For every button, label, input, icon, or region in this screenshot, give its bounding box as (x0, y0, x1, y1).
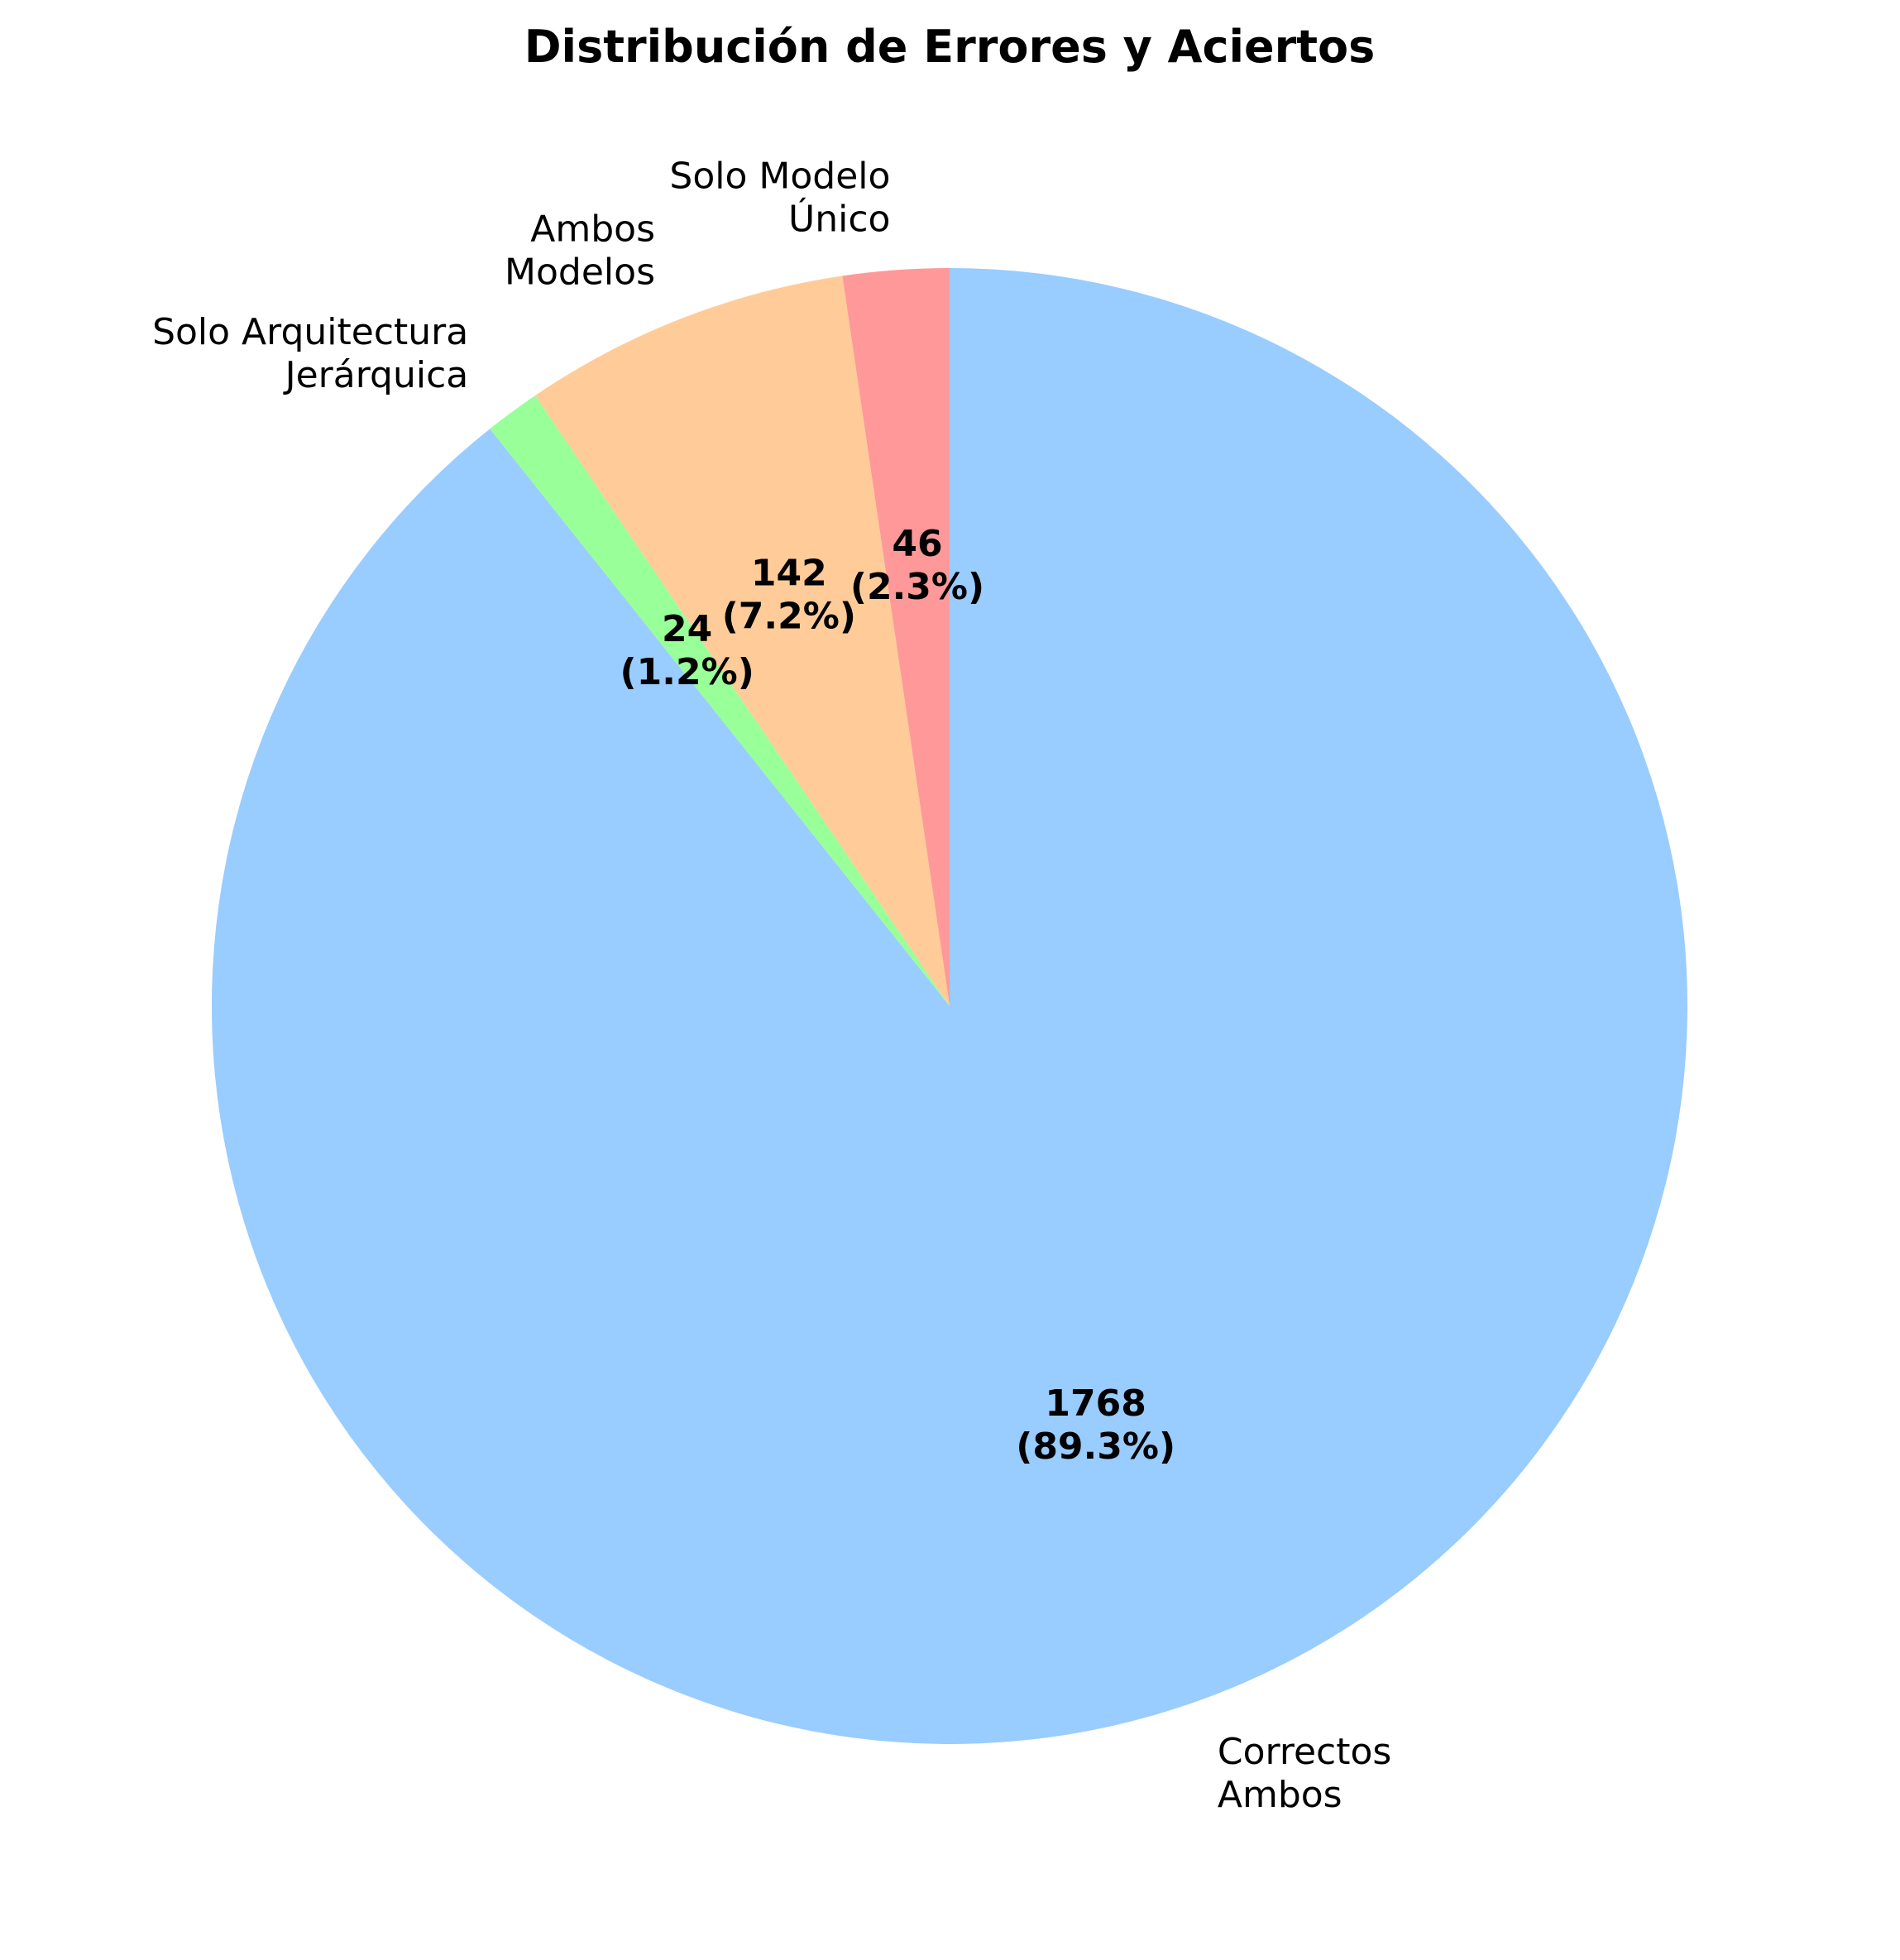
slice-percent: (1.2%) (620, 651, 754, 693)
slice-label-line: Solo Modelo (669, 155, 890, 197)
slice-percent: (2.3%) (850, 566, 984, 608)
slice-value-label-1: 142 (7.2%) (722, 552, 856, 637)
slice-value-label-2: 24 (1.2%) (620, 608, 754, 693)
slice-count: 142 (751, 552, 827, 594)
slice-label-3: Correctos Ambos (1218, 1731, 1391, 1816)
pie-slice-0 (842, 268, 950, 1006)
slice-label-2: Solo Arquitectura Jerárquica (152, 311, 468, 396)
chart-title: Distribución de Errores y Aciertos (524, 21, 1376, 73)
slice-label-line: Modelos (505, 252, 655, 294)
slice-label-line: Único (788, 196, 890, 240)
slice-label-1: Ambos Modelos (505, 208, 655, 294)
slice-label-line: Solo Arquitectura (152, 311, 468, 353)
slice-percent: (89.3%) (1016, 1426, 1175, 1468)
slice-value-label-0: 46 (2.3%) (850, 523, 984, 608)
slice-label-line: Correctos (1218, 1731, 1391, 1773)
slice-label-line: Jerárquica (283, 354, 469, 396)
slice-label-line: Ambos (530, 208, 655, 251)
slice-value-label-3: 1768 (89.3%) (1016, 1383, 1175, 1468)
pie-slice-1 (534, 276, 950, 1006)
slice-count: 24 (662, 608, 712, 650)
slice-count: 46 (892, 523, 942, 565)
slice-label-0: Solo Modelo Único (669, 155, 890, 240)
slice-percent: (7.2%) (722, 595, 856, 637)
slice-count: 1768 (1045, 1383, 1146, 1425)
pie-slice-3 (212, 268, 1688, 1744)
pie-slices (212, 268, 1688, 1744)
pie-slice-2 (490, 395, 950, 1006)
slice-label-line: Ambos (1218, 1774, 1342, 1816)
